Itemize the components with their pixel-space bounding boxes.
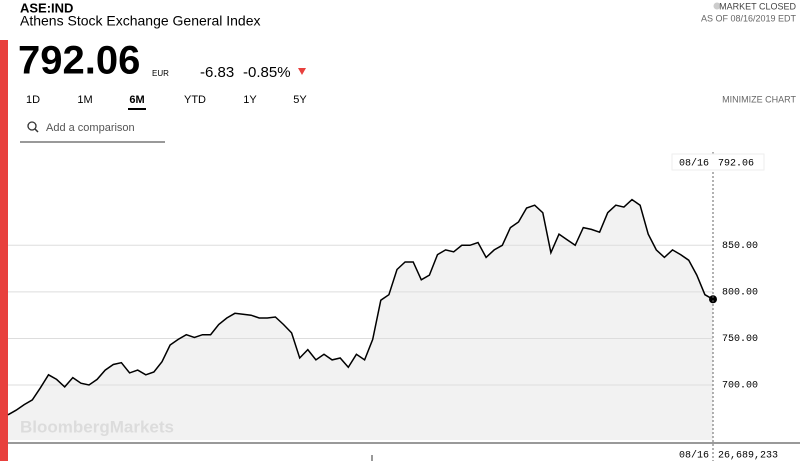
ticker: ASE:IND bbox=[20, 0, 73, 15]
tab-underline bbox=[128, 108, 146, 110]
tab[interactable]: 1Y bbox=[243, 94, 257, 106]
last-value: 792.06 bbox=[718, 159, 754, 170]
y-tick-label: 850.00 bbox=[722, 241, 758, 252]
plot: 700.00 750.00 800.00 850.00 08/16 792.06 08/16… bbox=[7, 152, 800, 461]
accent-bar bbox=[0, 40, 8, 461]
area bbox=[8, 199, 713, 440]
as-of: AS OF 08/16/2019 EDT bbox=[701, 13, 797, 23]
change-pct: -0.85% bbox=[243, 64, 291, 81]
tab[interactable]: 6M bbox=[129, 94, 144, 106]
y-tick-label: 800.00 bbox=[722, 288, 758, 299]
volume-date: 08/16 bbox=[679, 450, 709, 461]
tab[interactable]: 1D bbox=[26, 94, 40, 106]
volume: 26,689,233 bbox=[718, 451, 778, 461]
last-point bbox=[709, 295, 717, 304]
price-line bbox=[7, 198, 714, 416]
last-date: 08/16 bbox=[679, 158, 709, 170]
search-icon-handle bbox=[34, 128, 39, 133]
status-dot bbox=[713, 2, 721, 10]
tab[interactable]: YTD bbox=[184, 94, 206, 106]
y-tick-label: 700.00 bbox=[722, 381, 758, 392]
y-tick-label: 750.00 bbox=[722, 334, 758, 345]
tabs: 1D 1M 6M YTD 1Y 5Y bbox=[26, 94, 307, 110]
change: -6.83 bbox=[200, 64, 234, 81]
down-arrow bbox=[298, 68, 306, 75]
market-status: MARKET CLOSED bbox=[719, 1, 796, 11]
tab[interactable]: 5Y bbox=[293, 94, 307, 106]
watermark: BloombergMarkets bbox=[20, 417, 174, 436]
price: 792.06 bbox=[18, 39, 140, 83]
last-callout bbox=[671, 153, 765, 171]
comparison-input[interactable]: Add a comparison bbox=[46, 122, 135, 134]
index-name: Athens Stock Exchange General Index bbox=[20, 13, 260, 29]
currency: EUR bbox=[152, 69, 169, 78]
minimize-chart[interactable]: MINIMIZE CHART bbox=[722, 94, 796, 104]
search-icon bbox=[27, 121, 37, 131]
tab[interactable]: 1M bbox=[77, 94, 92, 106]
